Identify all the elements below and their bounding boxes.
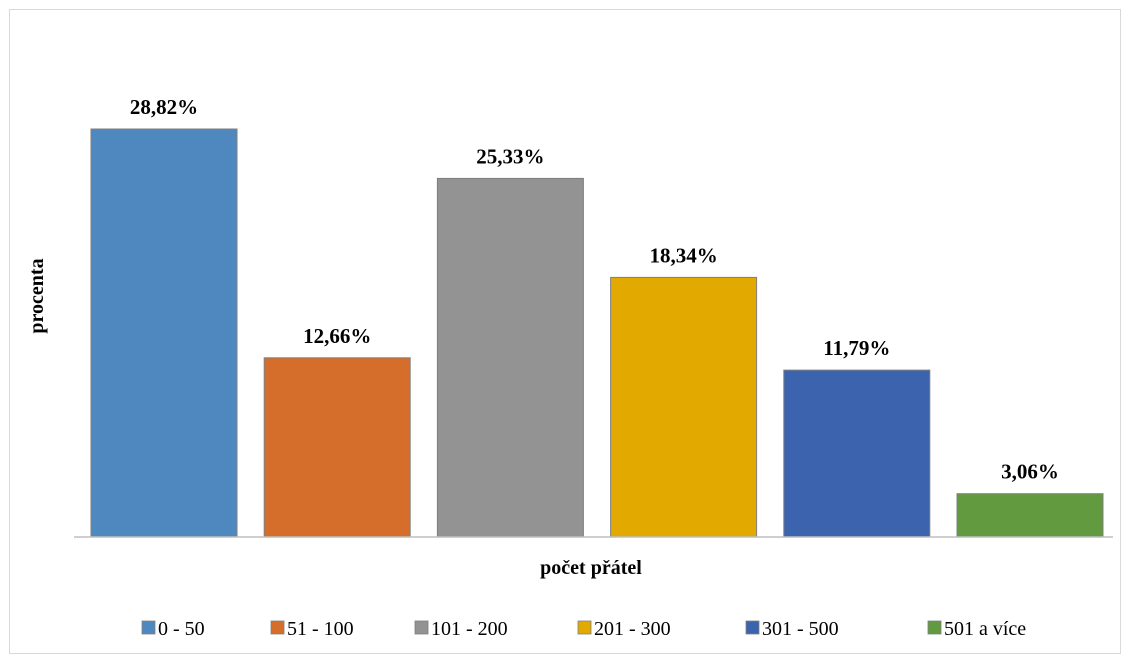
bar-4 xyxy=(610,276,758,538)
bars-layer xyxy=(90,128,1104,538)
bar-5 xyxy=(783,369,931,538)
bar-1 xyxy=(90,128,238,538)
legend-swatch-5 xyxy=(745,620,760,635)
data-label-3: 25,33% xyxy=(476,144,544,168)
data-label-2: 12,66% xyxy=(303,324,371,348)
legend: 0 - 50 51 - 100 101 - 200 201 - 300 301 - 50… xyxy=(141,618,1026,640)
data-labels-layer: 28,82% 12,66% 25,33% 18,34% 11,79% 3,06% xyxy=(130,95,1059,484)
legend-label-2: 51 - 100 xyxy=(287,618,354,640)
legend-swatch-2 xyxy=(270,620,285,635)
data-label-4: 18,34% xyxy=(649,243,717,267)
x-axis-title: počet přátel xyxy=(540,557,642,579)
bar-2 xyxy=(263,357,411,538)
bar-3 xyxy=(436,177,584,538)
legend-label-6: 501 a více xyxy=(944,618,1026,640)
legend-swatch-6 xyxy=(927,620,942,635)
legend-label-4: 201 - 300 xyxy=(594,618,671,640)
legend-label-5: 301 - 500 xyxy=(762,618,839,640)
legend-swatch-3 xyxy=(414,620,429,635)
bar-chart: 28,82% 12,66% 25,33% 18,34% 11,79% 3,06% proc… xyxy=(26,95,1113,640)
bar-6 xyxy=(956,493,1104,538)
chart-frame: 28,82% 12,66% 25,33% 18,34% 11,79% 3,06% proc… xyxy=(9,9,1121,654)
data-label-5: 11,79% xyxy=(823,336,890,360)
data-label-1: 28,82% xyxy=(130,95,198,119)
legend-label-3: 101 - 200 xyxy=(431,618,508,640)
legend-label-1: 0 - 50 xyxy=(158,618,205,640)
legend-swatch-4 xyxy=(577,620,592,635)
y-axis-title: procenta xyxy=(26,258,48,333)
data-label-6: 3,06% xyxy=(1001,460,1059,484)
legend-swatch-1 xyxy=(141,620,156,635)
